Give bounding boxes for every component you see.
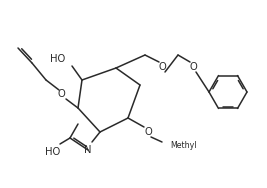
Text: O: O bbox=[57, 89, 65, 99]
Text: Methyl: Methyl bbox=[170, 140, 197, 149]
Text: HO: HO bbox=[45, 147, 61, 157]
Text: N: N bbox=[84, 145, 92, 155]
Text: O: O bbox=[189, 62, 197, 72]
Text: HO: HO bbox=[50, 54, 65, 64]
Text: O: O bbox=[144, 127, 152, 137]
Text: O: O bbox=[158, 62, 166, 72]
